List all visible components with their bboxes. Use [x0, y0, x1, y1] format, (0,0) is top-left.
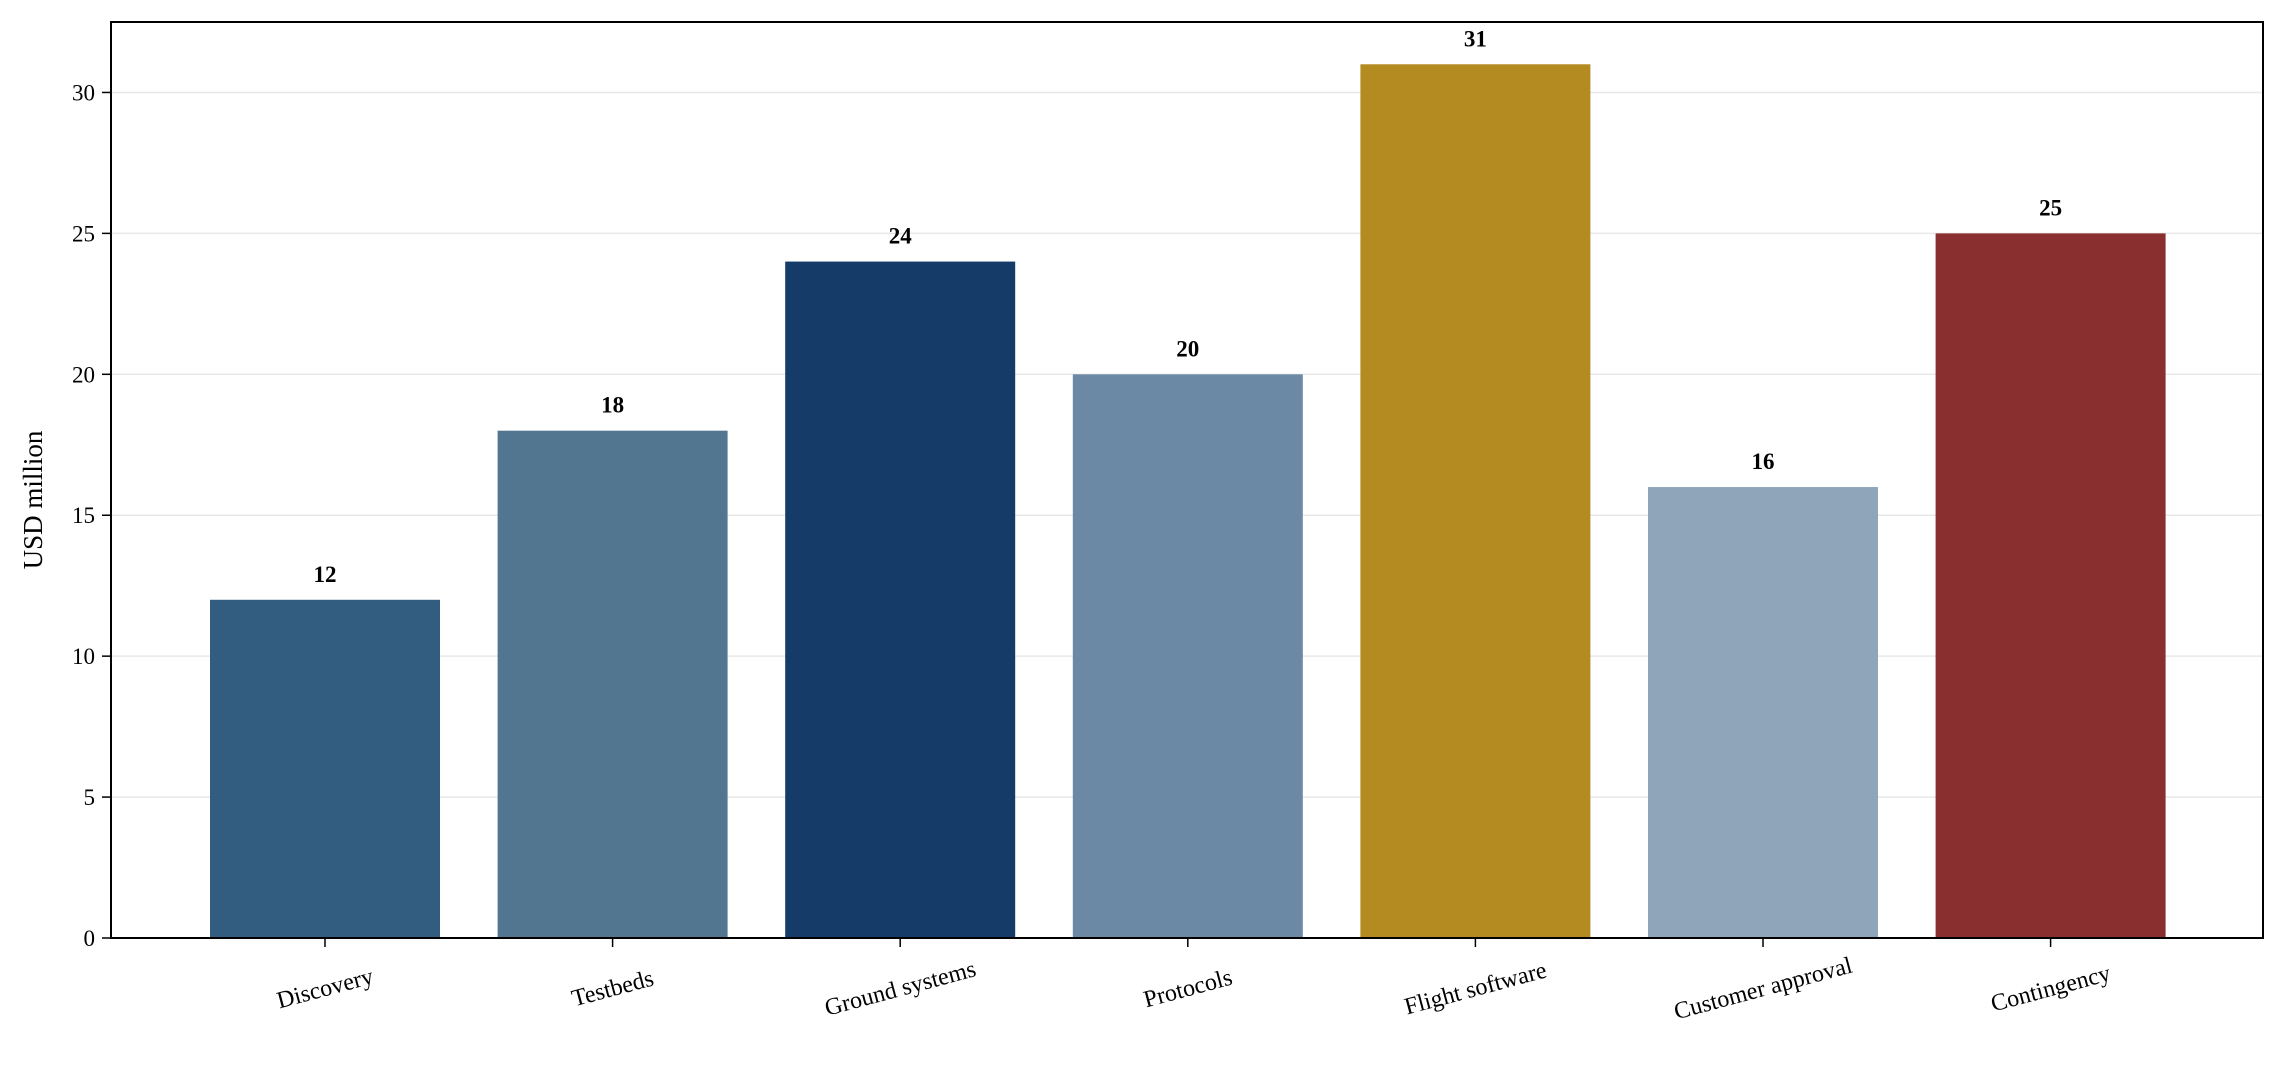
data-label: 12 [314, 562, 337, 587]
y-tick-label: 20 [72, 362, 95, 387]
data-label: 20 [1176, 336, 1199, 361]
x-tick-label: Protocols [1141, 965, 1235, 1014]
data-label: 31 [1464, 26, 1487, 51]
bars [210, 64, 2166, 939]
x-tick-label: Flight software [1402, 958, 1550, 1021]
bar-protocols [1072, 374, 1303, 938]
bar-ground-systems [785, 261, 1016, 939]
x-tick-labels: Discovery Testbeds Ground systems Protocols… [274, 938, 2113, 1025]
bar-testbeds [497, 430, 728, 938]
bar-flight-software [1360, 64, 1591, 939]
bar-contingency [1935, 233, 2166, 938]
y-tick-labels: 0 5 10 15 20 25 30 [72, 80, 111, 951]
y-tick-label: 15 [72, 503, 95, 528]
x-tick-label: Customer approval [1671, 953, 1855, 1026]
data-label: 25 [2039, 195, 2062, 220]
x-tick-label: Contingency [1988, 961, 2113, 1018]
bar-discovery [210, 599, 440, 938]
data-label: 24 [889, 224, 913, 249]
data-label: 18 [601, 393, 624, 418]
y-tick-label: 0 [84, 926, 96, 951]
y-axis-title: USD million [18, 430, 48, 569]
y-tick-label: 25 [72, 221, 95, 246]
data-label: 16 [1752, 449, 1775, 474]
plot-frame [110, 21, 2264, 939]
bar-customer-approval [1648, 487, 1878, 938]
x-tick-label: Discovery [274, 964, 376, 1015]
y-tick-label: 5 [84, 785, 96, 810]
y-tick-label: 10 [72, 644, 95, 669]
x-tick-label: Ground systems [822, 956, 979, 1021]
data-labels: 12 18 24 20 31 16 25 [314, 26, 2063, 587]
y-tick-label: 30 [72, 80, 95, 105]
x-tick-label: Testbeds [569, 966, 657, 1013]
